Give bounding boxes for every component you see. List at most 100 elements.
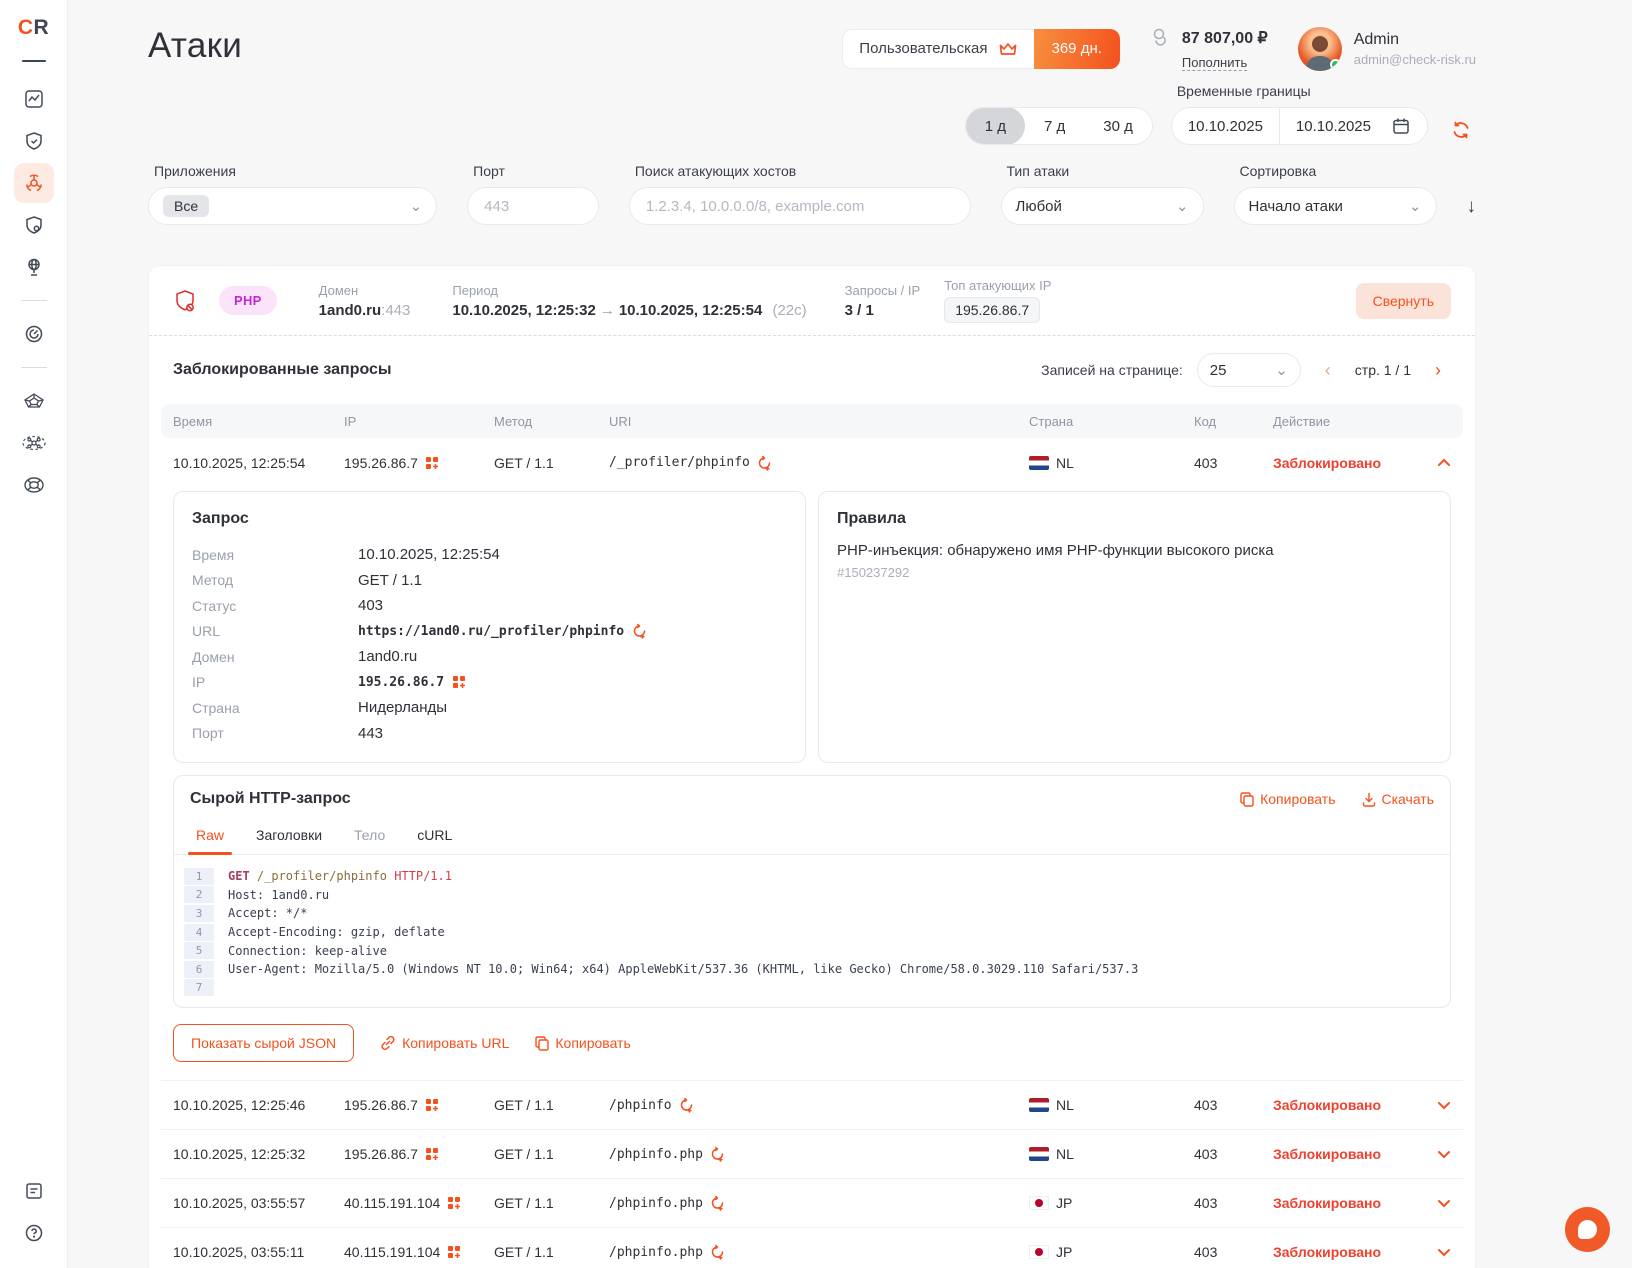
row-method: GET / 1.1 <box>494 1244 554 1261</box>
top-ip-chip[interactable]: 195.26.86.7 <box>944 297 1041 323</box>
ip-grid-icon[interactable] <box>447 1245 461 1259</box>
row-uri: /phpinfo.php <box>609 1244 703 1260</box>
show-raw-json-button[interactable]: Показать сырой JSON <box>173 1024 355 1063</box>
field-label: URL <box>192 623 221 640</box>
table-row[interactable]: 10.10.2025, 12:25:54 195.26.86.7 GET / 1… <box>161 438 1463 487</box>
date-to[interactable]: 10.10.2025 <box>1295 117 1371 135</box>
chevron-down-icon[interactable] <box>1437 1248 1451 1257</box>
per-page-label: Записей на странице: <box>1041 362 1183 378</box>
online-status-dot <box>1329 58 1341 70</box>
tab-body[interactable]: Тело <box>354 827 386 843</box>
chevron-down-icon[interactable] <box>1437 1101 1451 1110</box>
copy-url-button[interactable]: Копировать URL <box>380 1035 509 1051</box>
row-time: 10.10.2025, 12:25:32 <box>173 1146 306 1163</box>
download-button[interactable]: Скачать <box>1362 791 1434 807</box>
ip-grid-icon[interactable] <box>447 1196 461 1210</box>
logo-letter-r: R <box>33 16 50 39</box>
row-country: JP <box>1056 1244 1073 1261</box>
preset-1d[interactable]: 1 д <box>965 108 1025 144</box>
page-prev-button[interactable]: ‹ <box>1315 360 1341 381</box>
crown-icon <box>999 42 1016 55</box>
field-value-ip[interactable]: 195.26.86.7 <box>358 674 445 690</box>
ip-grid-icon[interactable] <box>452 675 466 689</box>
sidebar-divider <box>20 300 47 301</box>
top-ip-block: Топ атакующих IP 195.26.86.7 <box>944 278 1051 323</box>
ip-grid-icon[interactable] <box>425 1098 439 1112</box>
attack-type-select[interactable]: Любой ⌄ <box>1000 187 1204 225</box>
tariff-button[interactable]: Пользовательская 369 дн. <box>842 28 1120 69</box>
globe-icon <box>27 258 40 276</box>
date-range-input[interactable]: 10.10.2025 10.10.2025 <box>1170 107 1428 145</box>
sidebar-item-attacks[interactable] <box>13 163 54 203</box>
copy-button[interactable]: Копировать <box>535 1035 631 1051</box>
row-action: Заблокировано <box>1273 1097 1382 1114</box>
preset-7d[interactable]: 7 д <box>1043 117 1066 135</box>
row-ip: 40.115.191.104 <box>344 1195 441 1212</box>
link-icon <box>381 1036 395 1051</box>
field-value-url[interactable]: https://1and0.ru/_profiler/phpinfo <box>358 623 625 639</box>
replay-icon[interactable] <box>632 623 647 639</box>
sidebar-item-protection[interactable] <box>14 121 54 161</box>
tab-headers[interactable]: Заголовки <box>256 827 323 843</box>
replay-icon[interactable] <box>679 1097 694 1113</box>
sidebar-item-scanner[interactable] <box>14 314 54 354</box>
topup-link[interactable]: Пополнить <box>1181 55 1248 71</box>
row-action: Заблокировано <box>1273 1195 1382 1212</box>
sort-select[interactable]: Начало атаки ⌄ <box>1233 187 1437 225</box>
host-search-input[interactable] <box>645 197 954 215</box>
sidebar-item-support-tools[interactable] <box>14 465 54 505</box>
sidebar-item-docs[interactable] <box>14 1171 54 1211</box>
replay-icon[interactable] <box>710 1244 725 1260</box>
preset-30d[interactable]: 30 д <box>1103 117 1133 135</box>
balance-amount: 87 807,00 ₽ <box>1181 30 1268 47</box>
replay-icon[interactable] <box>757 455 772 471</box>
field-label: Страна <box>192 699 240 716</box>
table-row[interactable]: 10.10.2025, 12:25:32 195.26.86.7 GET / 1… <box>161 1129 1463 1178</box>
row-country: NL <box>1056 1097 1074 1114</box>
ip-grid-icon[interactable] <box>425 1147 439 1161</box>
sidebar-item-analytics[interactable] <box>14 79 54 119</box>
flag-nl <box>1029 455 1049 470</box>
user-name: Admin <box>1353 30 1400 48</box>
port-input[interactable] <box>484 197 582 215</box>
table-row[interactable]: 10.10.2025, 12:25:46 195.26.86.7 GET / 1… <box>161 1080 1463 1129</box>
sidebar-item-drone[interactable] <box>14 423 54 463</box>
chat-button[interactable] <box>1565 1207 1610 1252</box>
replay-icon[interactable] <box>710 1146 725 1162</box>
tab-curl[interactable]: cURL <box>417 827 453 843</box>
sidebar-item-network[interactable] <box>14 247 54 287</box>
table-row[interactable]: 10.10.2025, 03:55:57 40.115.191.104 GET … <box>161 1178 1463 1227</box>
table-row[interactable]: 10.10.2025, 03:55:11 40.115.191.104 GET … <box>161 1227 1463 1268</box>
tab-raw[interactable]: Raw <box>180 818 240 855</box>
date-from[interactable]: 10.10.2025 <box>1187 117 1263 135</box>
ip-grid-icon[interactable] <box>425 456 439 470</box>
sidebar-item-security-settings[interactable] <box>14 205 54 245</box>
page-next-button[interactable]: › <box>1425 360 1451 381</box>
chevron-up-icon[interactable] <box>1437 458 1451 467</box>
field-value: 443 <box>358 724 384 742</box>
chevron-down-icon: ⌄ <box>1408 198 1422 215</box>
collapse-button[interactable]: Свернуть <box>1355 282 1451 319</box>
per-page-select[interactable]: 25 ⌄ <box>1196 353 1301 387</box>
cr-logo[interactable]: CR <box>18 16 49 40</box>
user-menu[interactable]: Admin admin@check-risk.ru <box>1297 26 1476 71</box>
chevron-down-icon[interactable] <box>1437 1199 1451 1208</box>
attack-type-label: Тип атаки <box>1006 163 1070 179</box>
copy-raw-button[interactable]: Копировать <box>1240 791 1336 807</box>
line-number: 6 <box>184 960 214 978</box>
tariff-days-badge: 369 дн. <box>1033 28 1120 69</box>
row-action: Заблокировано <box>1273 454 1382 471</box>
chat-bubble-icon <box>1578 1220 1597 1239</box>
code-line: Connection: keep-alive <box>228 943 387 958</box>
sort-direction-toggle[interactable]: ↓ <box>1466 196 1477 217</box>
row-action: Заблокировано <box>1273 1244 1382 1261</box>
sidebar-item-help[interactable] <box>14 1213 54 1253</box>
row-uri: /phpinfo.php <box>609 1195 703 1211</box>
chevron-down-icon[interactable] <box>1437 1150 1451 1159</box>
line-number: 4 <box>184 923 214 941</box>
row-ip: 195.26.86.7 <box>344 1097 418 1114</box>
replay-icon[interactable] <box>710 1195 725 1211</box>
refresh-button[interactable] <box>1446 115 1476 145</box>
apps-select[interactable]: Все ⌄ <box>148 187 438 225</box>
sidebar-item-honeypot[interactable] <box>14 381 54 421</box>
